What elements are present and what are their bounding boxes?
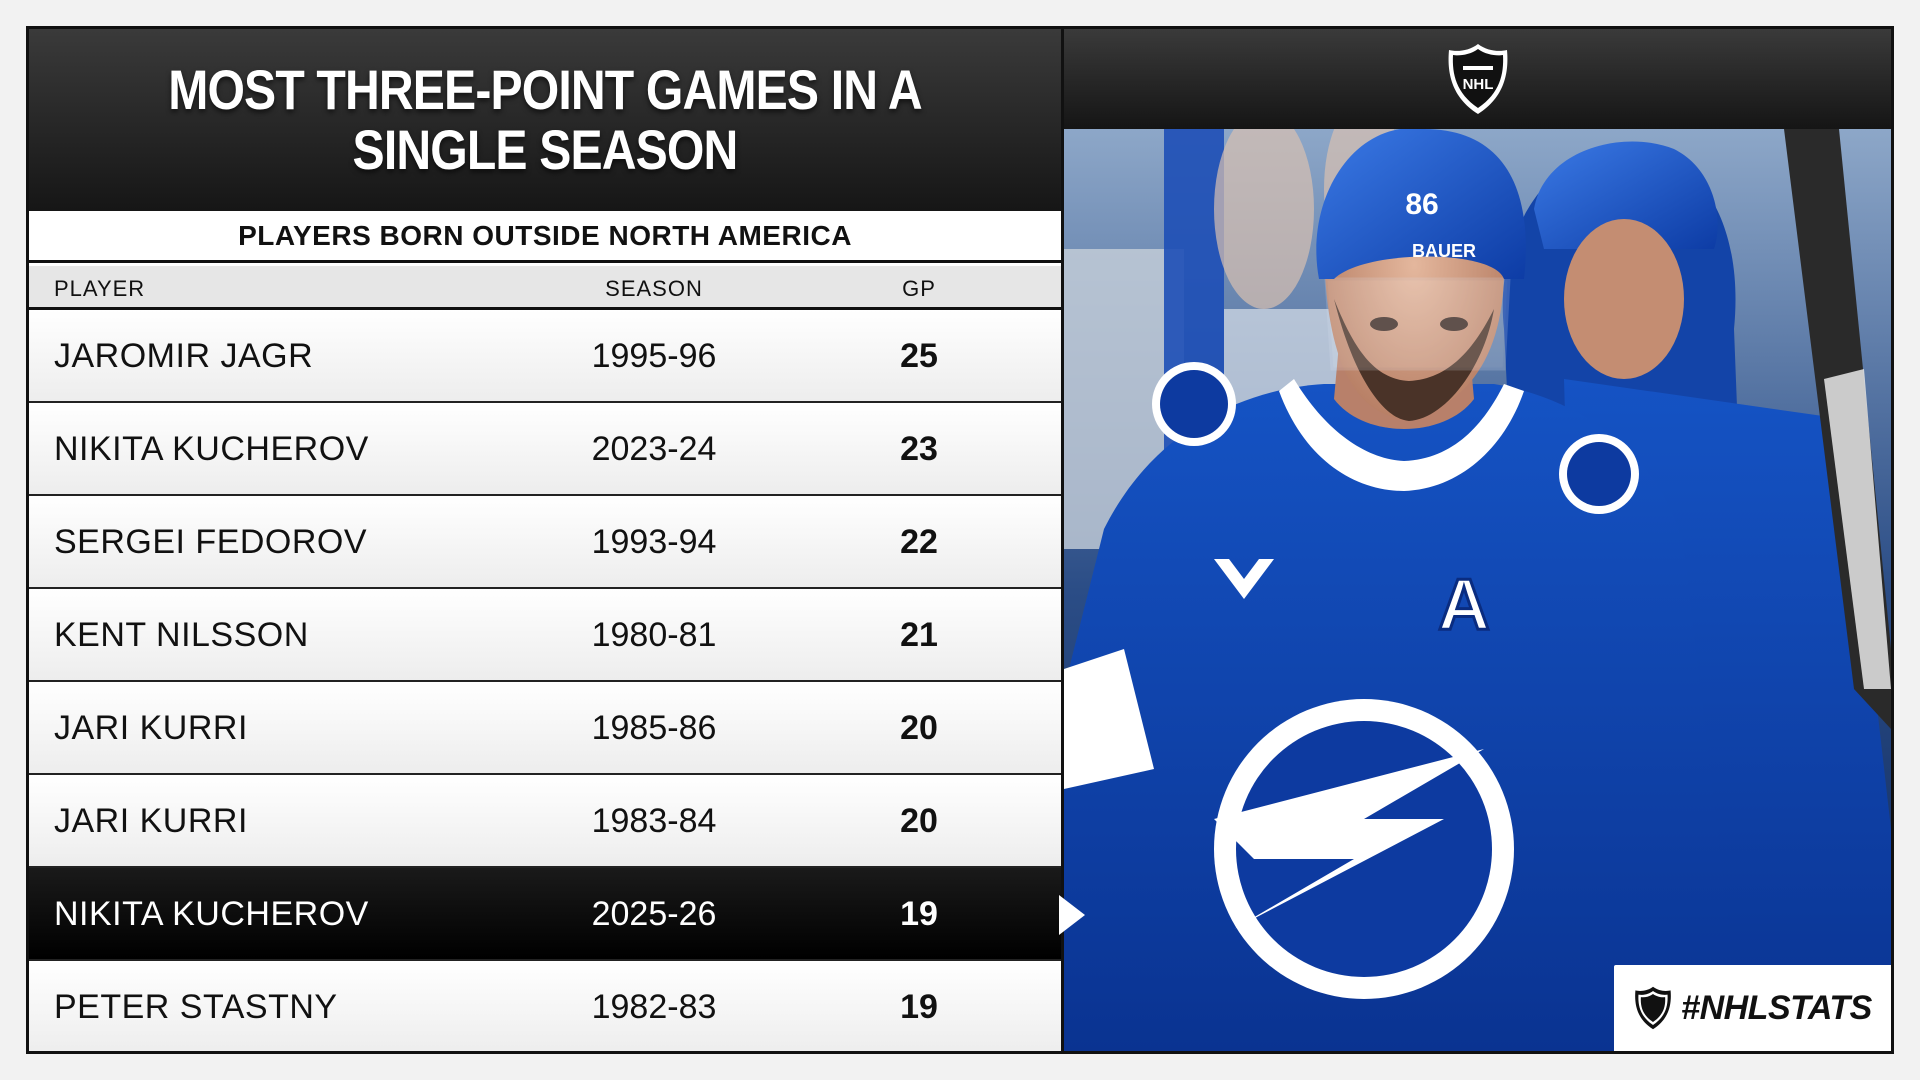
table-row: JARI KURRI 1983-84 20 <box>29 775 1061 868</box>
cell-player: NIKITA KUCHEROV <box>54 895 369 933</box>
cell-season: 1995-96 <box>591 337 717 375</box>
nhl-stats-badge: #NHLSTATS <box>1614 965 1891 1051</box>
cell-season: 1985-86 <box>591 709 717 747</box>
cell-season: 1983-84 <box>591 802 717 840</box>
cell-player: KENT NILSSON <box>54 616 309 654</box>
table-row: KENT NILSSON 1980-81 21 <box>29 589 1061 682</box>
cell-gp: 22 <box>900 523 938 561</box>
table-row: JAROMIR JAGR 1995-96 25 <box>29 310 1061 403</box>
player-photo: 86 BAUER A <box>1064 129 1891 1051</box>
stats-table-panel: MOST THREE-POINT GAMES IN A SINGLE SEASO… <box>29 29 1061 1051</box>
player-photo-panel: NHL <box>1064 29 1891 1051</box>
cell-player: JAROMIR JAGR <box>54 337 314 375</box>
table-row: NIKITA KUCHEROV 2023-24 23 <box>29 403 1061 496</box>
photo-header: NHL <box>1064 29 1891 129</box>
cell-gp: 21 <box>900 616 938 654</box>
table-body: JAROMIR JAGR 1995-96 25 NIKITA KUCHEROV … <box>29 310 1061 1051</box>
column-header-season: SEASON <box>605 276 703 301</box>
cell-season: 1993-94 <box>591 523 717 561</box>
cell-player: SERGEI FEDOROV <box>54 523 368 561</box>
table-header: PLAYER SEASON GP <box>29 266 1061 310</box>
cell-player: PETER STASTNY <box>54 988 338 1026</box>
cell-gp: 25 <box>900 337 938 375</box>
nhl-small-logo-icon <box>1635 986 1671 1030</box>
cell-gp: 19 <box>900 895 938 933</box>
helmet-number: 86 <box>1405 188 1438 221</box>
cell-player: JARI KURRI <box>54 802 248 840</box>
highlight-pointer-icon <box>1059 895 1085 935</box>
title-banner: MOST THREE-POINT GAMES IN A SINGLE SEASO… <box>29 29 1061 211</box>
cell-gp: 19 <box>900 988 938 1026</box>
cell-player: NIKITA KUCHEROV <box>54 430 369 468</box>
cell-season: 1980-81 <box>591 616 717 654</box>
cell-gp: 20 <box>900 709 938 747</box>
column-header-player: PLAYER <box>54 276 146 301</box>
cell-season: 2023-24 <box>591 430 717 468</box>
subtitle: PLAYERS BORN OUTSIDE NORTH AMERICA <box>238 219 852 251</box>
svg-text:NHL: NHL <box>1462 76 1493 93</box>
cell-player: JARI KURRI <box>54 709 248 747</box>
table-row: SERGEI FEDOROV 1993-94 22 <box>29 496 1061 589</box>
cell-gp: 23 <box>900 430 938 468</box>
hashtag-label: #NHLSTATS <box>1681 988 1872 1027</box>
cell-gp: 20 <box>900 802 938 840</box>
table-row: PETER STASTNY 1982-83 19 <box>29 961 1061 1051</box>
alternate-captain-letter: A <box>1438 565 1490 645</box>
cell-season: 1982-83 <box>591 988 717 1026</box>
column-header-gp: GP <box>902 276 936 301</box>
cell-season: 2025-26 <box>591 895 717 933</box>
page-title: MOST THREE-POINT GAMES IN A SINGLE SEASO… <box>168 58 922 181</box>
table-row-highlighted: NIKITA KUCHEROV 2025-26 19 <box>29 868 1061 961</box>
table-row: JARI KURRI 1985-86 20 <box>29 682 1061 775</box>
graphic-frame: MOST THREE-POINT GAMES IN A SINGLE SEASO… <box>26 26 1894 1054</box>
subtitle-banner: PLAYERS BORN OUTSIDE NORTH AMERICA <box>29 211 1061 263</box>
nhl-shield-logo: NHL <box>1448 44 1507 114</box>
helmet-brand: BAUER <box>1412 241 1476 261</box>
